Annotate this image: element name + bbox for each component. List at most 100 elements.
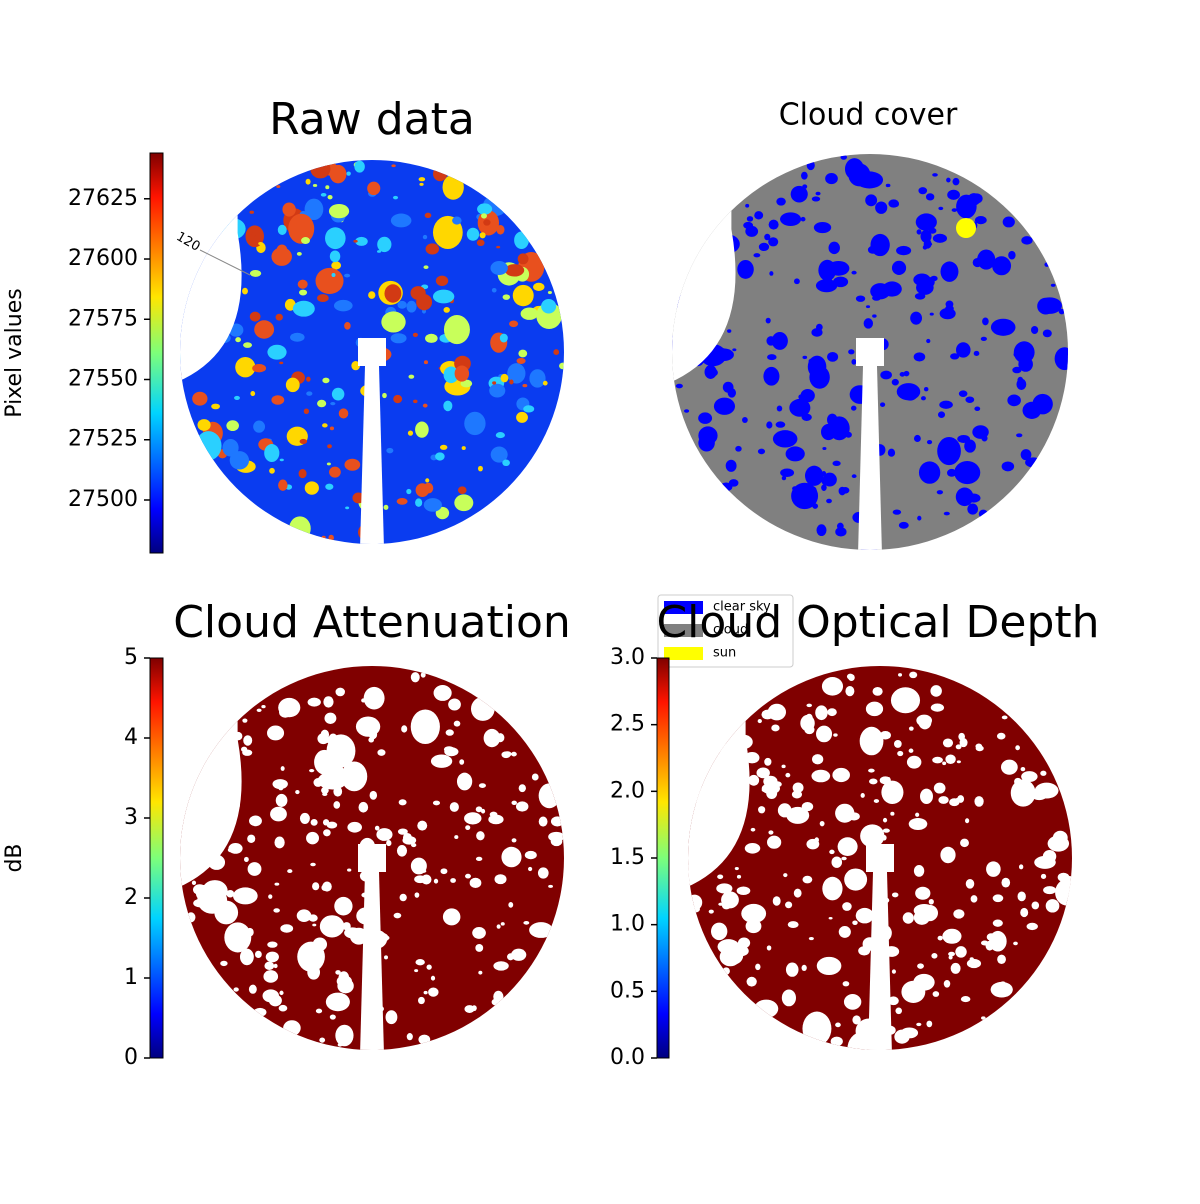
sky-blob [470,696,495,721]
sky-blob [903,370,910,377]
sky-blob [531,773,539,781]
sky-blob [833,276,849,288]
sky-blob [806,160,815,171]
sky-blob [423,990,428,995]
sky-blob [433,685,452,701]
sky-blob [745,919,762,934]
sky-blob [956,194,977,219]
sky-blob [943,511,950,516]
sky-blob [948,955,953,960]
sky-blob [344,273,351,278]
sky-blob [815,323,823,331]
sky-blob [972,425,989,439]
sky-blob [368,291,376,299]
sky-blob [975,743,983,750]
sky-blob [220,960,228,967]
sky-blob [331,272,336,278]
sky-blob [776,405,783,412]
sky-blob [420,869,427,873]
sky-blob [296,909,312,923]
sky-blob [955,342,971,358]
sky-content [180,160,564,544]
sky-blob [353,239,358,243]
sky-blob [1012,366,1022,374]
sky-blob [490,446,508,463]
sky-blob [406,300,417,313]
sky-blob [815,279,838,293]
sky-blob [710,922,728,941]
sky-blob [771,724,780,732]
sky-blob [732,348,737,352]
sky-blob [798,394,804,400]
sky-blob [859,726,884,756]
sky-blob [518,349,528,358]
sky-blob [495,432,505,439]
sky-blob [965,396,975,404]
sky-blob [916,280,934,295]
sky-blob [483,728,501,748]
sky-blob [344,927,361,939]
sky-blob [335,687,345,697]
sky-blob [802,355,808,360]
sky-blob [191,880,197,885]
sky-blob [278,479,288,491]
sky-blob [721,891,739,909]
sky-blob [298,468,307,479]
sky-blob [251,231,256,237]
sky-blob [465,873,471,879]
sky-blob [491,287,497,293]
sky-blob [385,1010,398,1025]
sky-blob [267,941,278,948]
sky-blob [268,894,273,899]
sky-blob [781,989,797,1007]
sky-blob [771,331,788,350]
sky-blob [550,836,563,847]
sky-blob [783,873,788,878]
sky-blob [1021,236,1033,245]
legend-label: sun [713,646,736,661]
sky-blob [830,1036,843,1047]
sky-blob [377,250,382,253]
sky-blob [435,275,449,286]
sky-blob [785,901,793,909]
sky-blob [235,337,241,343]
sky-blob [452,216,462,225]
panel-title: Cloud cover [779,98,958,133]
sky-blob [274,882,280,886]
sky-blob [848,812,860,821]
sky-blob [270,806,287,822]
sky-blob [848,349,855,355]
sky-blob [443,746,455,753]
sky-blob [957,795,965,803]
sky-blob [959,738,968,748]
sky-blob [1043,886,1057,895]
sky-blob [323,696,334,708]
sky-blob [507,953,515,961]
sky-blob [787,921,799,929]
sky-blob [713,397,736,415]
sky-blob [329,426,335,431]
sky-blob [396,498,408,505]
sky-blob [275,793,288,807]
sky-blob [1040,873,1047,879]
sky-blob [801,413,812,421]
sky-blob [802,1011,832,1046]
sky-blob [1002,216,1015,228]
sky-blob [515,801,529,812]
sky-blob [299,812,310,825]
sky-blob [243,856,249,863]
sky-blob [824,276,833,284]
sky-blob [308,914,318,922]
sky-blob [937,935,943,941]
sky-blob [925,193,935,201]
sky-blob [870,233,890,257]
sky-blob [501,751,511,759]
sky-blob [502,294,511,300]
sky-blob [335,970,341,975]
sky-blob [916,229,922,235]
sky-blob [842,902,852,911]
sky-blob [806,838,820,850]
sky-blob [1052,830,1068,846]
sky-blob [263,970,279,983]
sky-blob [538,816,548,827]
